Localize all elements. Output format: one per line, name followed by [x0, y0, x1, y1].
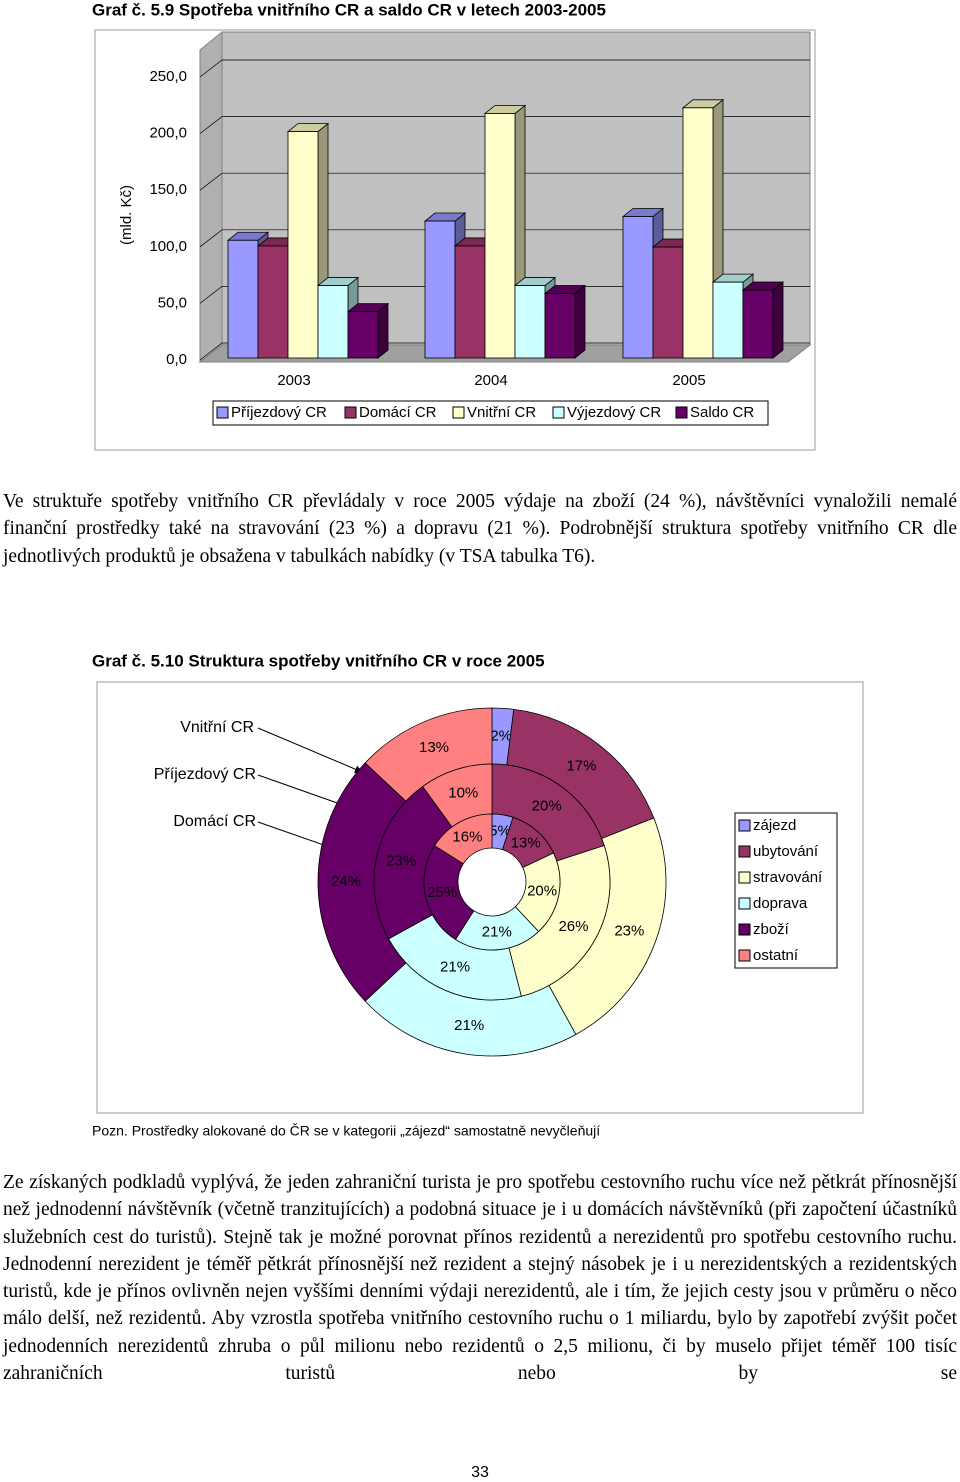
- data-label: 10%: [448, 785, 478, 802]
- legend-marker: [344, 406, 357, 419]
- ring-label: Domácí CR: [173, 813, 256, 830]
- page-number: 33: [471, 1464, 489, 1481]
- legend-marker: [738, 871, 751, 884]
- grid-line: [199, 172, 810, 191]
- bar: [742, 289, 774, 359]
- legend-marker: [452, 406, 465, 419]
- ring-arrow: [257, 727, 363, 773]
- bar: [682, 107, 714, 359]
- data-label: 24%: [331, 873, 361, 890]
- data-label: 2%: [490, 727, 512, 744]
- y-tick-label: 200,0: [149, 125, 187, 142]
- grid-line: [199, 229, 810, 248]
- data-label: 13%: [511, 835, 541, 852]
- data-label: 20%: [532, 798, 562, 815]
- bar: [622, 216, 654, 359]
- x-tick-label: 2004: [474, 372, 507, 389]
- legend-label: zboží: [753, 921, 790, 938]
- ring-label: Vnitřní CR: [180, 719, 254, 736]
- legend-box: [734, 812, 838, 969]
- legend-label: Saldo CR: [690, 404, 754, 421]
- chart-title: Graf č. 5.10 Struktura spotřeby vnitřníh…: [92, 651, 545, 670]
- data-label: 13%: [419, 739, 449, 756]
- legend-marker: [738, 819, 751, 832]
- side-wall: [199, 30, 223, 364]
- x-tick-label: 2003: [277, 372, 310, 389]
- legend-label: zájezd: [753, 817, 796, 834]
- paragraph: Ze získaných podkladů vyplývá, že jeden …: [3, 1172, 957, 1385]
- grid-line: [199, 59, 810, 78]
- legend-label: Příjezdový CR: [231, 404, 327, 421]
- donut-slice: [434, 813, 493, 865]
- legend-marker: [738, 949, 751, 962]
- y-tick-label: 100,0: [149, 238, 187, 255]
- data-label: 16%: [452, 828, 482, 845]
- y-tick-label: 0,0: [166, 351, 187, 368]
- x-tick-label: 2005: [672, 372, 705, 389]
- data-label: 20%: [527, 883, 557, 900]
- data-label: 17%: [566, 758, 596, 775]
- paragraph: Ve struktuře spotřeby vnitřního CR převl…: [3, 491, 957, 567]
- bar-side: [377, 302, 389, 359]
- bar: [652, 246, 684, 359]
- legend-label: Vnitřní CR: [467, 404, 536, 421]
- legend-marker: [216, 406, 229, 419]
- bar: [454, 245, 486, 359]
- y-tick-label: 150,0: [149, 181, 187, 198]
- legend-label: doprava: [753, 895, 808, 912]
- grid-line: [199, 286, 810, 304]
- bar: [544, 293, 576, 359]
- donut-slice: [423, 845, 475, 940]
- legend-label: stravování: [753, 869, 823, 886]
- bar: [257, 245, 289, 359]
- data-label: 5%: [489, 823, 511, 840]
- data-label: 21%: [440, 958, 470, 975]
- legend-label: ostatní: [753, 947, 799, 964]
- legend-label: Výjezdový CR: [567, 404, 661, 421]
- chart-title: Graf č. 5.9 Spotřeba vnitřního CR a sald…: [92, 0, 606, 19]
- legend-label: ubytování: [753, 843, 819, 860]
- bar: [227, 239, 259, 359]
- y-tick-label: 250,0: [149, 68, 187, 85]
- data-label: 23%: [386, 853, 416, 870]
- bar: [712, 281, 744, 359]
- y-tick-label: 50,0: [158, 294, 187, 311]
- data-label: 25%: [427, 884, 457, 901]
- legend-marker: [738, 845, 751, 858]
- legend-marker: [675, 406, 688, 419]
- bar: [424, 220, 456, 359]
- bar: [347, 311, 379, 359]
- bar: [317, 285, 349, 359]
- y-axis-label: (mld. Kč): [118, 185, 135, 245]
- grid-line: [199, 116, 810, 134]
- data-label: 26%: [558, 918, 588, 935]
- bar-side: [574, 284, 586, 359]
- legend-label: Domácí CR: [359, 404, 437, 421]
- data-label: 21%: [454, 1017, 484, 1034]
- bar: [287, 131, 319, 359]
- bar-side: [772, 281, 784, 359]
- data-label: 23%: [614, 922, 644, 939]
- legend-marker: [552, 406, 565, 419]
- bar: [514, 285, 546, 359]
- bar: [484, 113, 516, 359]
- grid-line: [199, 342, 810, 361]
- chart-note: Pozn. Prostředky alokované do ČR se v ka…: [92, 1123, 600, 1139]
- legend-marker: [738, 923, 751, 936]
- data-label: 21%: [482, 924, 512, 941]
- legend-marker: [738, 897, 751, 910]
- ring-label: Příjezdový CR: [154, 766, 256, 783]
